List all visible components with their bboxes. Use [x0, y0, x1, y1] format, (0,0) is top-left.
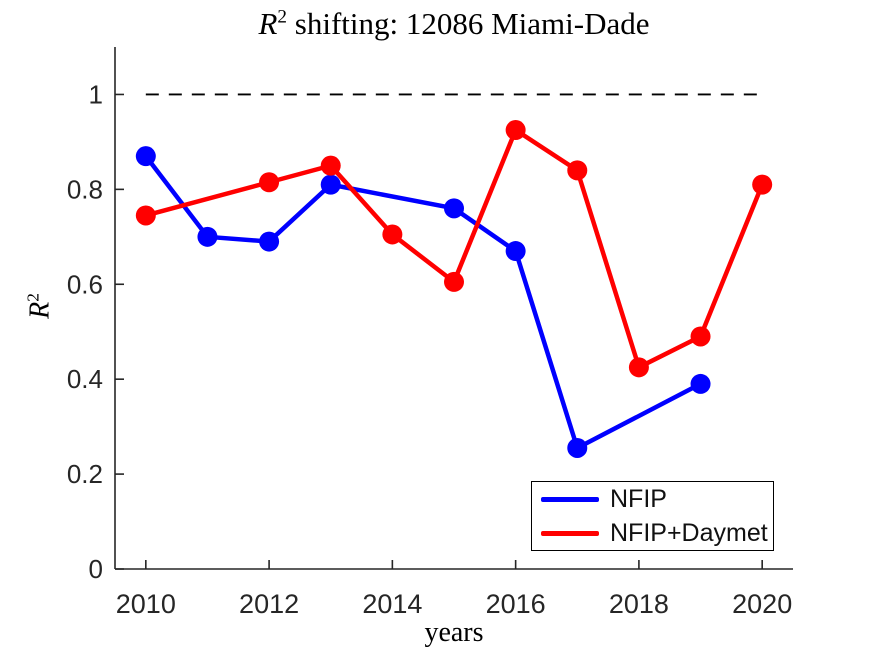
series-marker-1: [690, 326, 711, 347]
title-text: shifting: 12086 Miami-Dade: [287, 6, 650, 41]
y-tick-label: 0: [89, 554, 103, 584]
ylabel-math-var: R: [24, 301, 56, 319]
x-tick-label: 2014: [362, 589, 422, 619]
legend: NFIP NFIP+Daymet: [531, 481, 774, 551]
x-tick-label: 2018: [609, 589, 669, 619]
y-axis-label: R2: [23, 293, 56, 319]
legend-entry-nfip: NFIP: [532, 482, 773, 516]
x-tick-label: 2010: [116, 589, 176, 619]
series-marker-1: [505, 120, 526, 141]
series-marker-1: [628, 357, 649, 378]
y-tick-label: 0.4: [67, 364, 103, 394]
legend-label-nfip: NFIP: [610, 484, 667, 513]
series-marker-1: [320, 155, 341, 176]
y-tick-label: 0.8: [67, 174, 103, 204]
series-line-0: [143, 153, 703, 451]
series-marker-1: [752, 174, 773, 195]
ylabel-superscript: 2: [23, 293, 43, 302]
x-axis-label: years: [424, 617, 484, 648]
y-tick-label: 0.2: [67, 459, 103, 489]
series-marker-0: [135, 146, 156, 167]
series-marker-1: [444, 271, 464, 292]
series-marker-0: [197, 226, 218, 247]
series-marker-1: [135, 205, 156, 226]
chart-title: R2 shifting: 12086 Miami-Dade: [115, 6, 793, 42]
legend-label-nfip-daymet: NFIP+Daymet: [610, 518, 768, 547]
title-math-var: R: [258, 6, 278, 41]
title-superscript: 2: [277, 6, 288, 28]
series-marker-0: [690, 373, 711, 394]
series-marker-0: [320, 174, 341, 195]
y-tick-label: 1: [89, 79, 103, 109]
legend-entry-nfip-daymet: NFIP+Daymet: [532, 516, 773, 550]
series-marker-0: [505, 241, 526, 262]
legend-line-sample-nfip: [541, 496, 599, 502]
series-marker-0: [259, 231, 280, 252]
x-tick-label: 2020: [732, 589, 792, 619]
series-marker-0: [567, 437, 588, 458]
x-tick-label: 2016: [486, 589, 546, 619]
series-marker-0: [444, 198, 464, 219]
series-line-1: [143, 127, 765, 370]
series-marker-1: [567, 160, 588, 181]
legend-line-sample-nfip-daymet: [541, 530, 599, 536]
x-tick-label: 2012: [239, 589, 299, 619]
y-tick-label: 0.6: [67, 269, 103, 299]
series-marker-1: [259, 172, 280, 193]
series-marker-1: [382, 224, 403, 245]
